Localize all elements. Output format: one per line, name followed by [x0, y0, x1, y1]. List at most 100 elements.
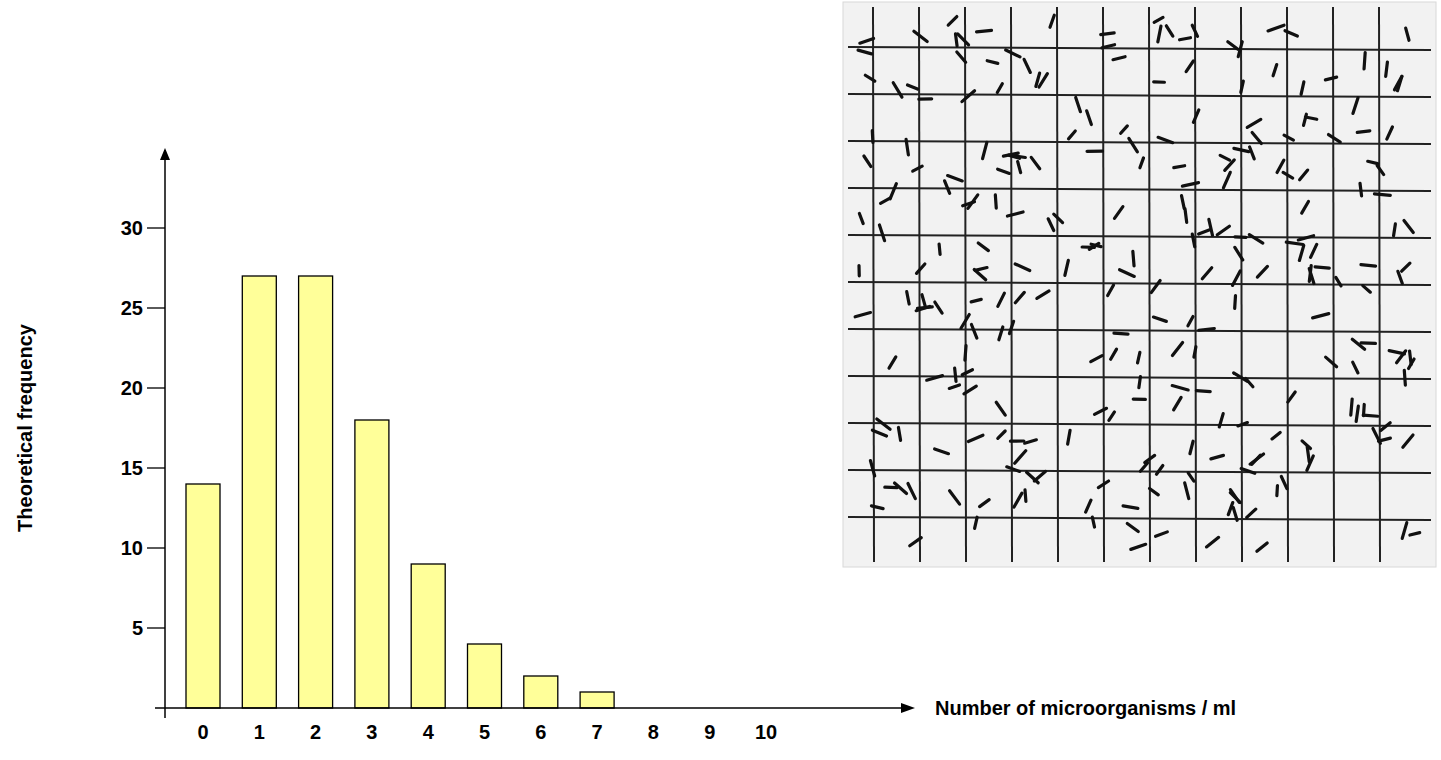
y-ticks: 51015202530	[121, 217, 165, 639]
image-rod	[907, 85, 917, 89]
axes	[155, 148, 915, 718]
image-rod	[1252, 132, 1261, 143]
image-rod	[1377, 166, 1384, 175]
image-rod	[1190, 441, 1193, 454]
image-rod	[907, 292, 909, 304]
x-tick-label: 0	[197, 721, 208, 743]
image-rod	[1015, 264, 1029, 270]
image-rod	[1257, 266, 1267, 277]
image-rod	[910, 538, 922, 546]
image-rod	[1113, 57, 1125, 60]
image-rod	[1154, 80, 1165, 84]
image-rod	[1108, 285, 1114, 295]
image-rod	[1092, 517, 1094, 527]
y-tick-label: 10	[121, 537, 143, 559]
image-rod	[914, 31, 927, 41]
image-rods	[855, 15, 1420, 551]
image-rod	[1403, 435, 1413, 447]
image-rod	[1387, 127, 1393, 139]
image-rod	[1129, 138, 1138, 152]
image-rod	[871, 506, 883, 509]
image-rod	[1286, 242, 1303, 244]
image-rod	[945, 181, 950, 194]
image-rod	[1230, 490, 1239, 503]
bars	[186, 276, 614, 708]
image-rod	[913, 166, 922, 171]
image-rod	[1233, 296, 1237, 309]
image-rod	[1114, 333, 1128, 334]
image-rod	[1114, 207, 1122, 219]
image-rod	[968, 435, 983, 441]
image-rod	[1185, 209, 1187, 222]
image-rod	[938, 244, 942, 254]
image-rod	[872, 430, 886, 436]
image-rod	[1298, 236, 1313, 240]
image-rod	[1352, 339, 1364, 349]
image-rod	[961, 315, 969, 329]
image-rod	[1394, 76, 1401, 90]
image-rod	[1238, 423, 1247, 426]
image-rod	[968, 195, 978, 208]
image-rod	[1098, 481, 1108, 488]
image-grid	[848, 7, 1431, 562]
image-rod	[1158, 26, 1161, 42]
image-grid-line	[848, 47, 1431, 50]
y-tick-label: 30	[121, 217, 143, 239]
image-rod	[1285, 31, 1297, 36]
image-rod	[1307, 447, 1309, 462]
bar	[299, 276, 333, 708]
image-rod	[1182, 183, 1198, 186]
image-rod	[994, 195, 998, 208]
y-tick	[147, 467, 165, 468]
image-rod	[1193, 110, 1198, 122]
image-rod	[1086, 500, 1091, 512]
y-tick	[147, 387, 165, 388]
x-axis-title: Number of microorganisms / ml	[935, 697, 1236, 719]
y-tick	[147, 307, 165, 308]
bar	[411, 564, 445, 708]
image-rod	[1133, 251, 1134, 265]
image-rod	[1069, 131, 1076, 139]
image-rod	[987, 61, 998, 64]
image-grid-line	[873, 7, 874, 562]
image-rod	[1091, 244, 1101, 246]
image-rod	[1233, 508, 1237, 521]
y-tick	[147, 547, 165, 548]
image-rod	[1273, 65, 1277, 76]
image-rod	[1235, 235, 1246, 239]
x-axis-line	[155, 707, 911, 709]
image-rod	[1220, 155, 1229, 160]
image-rod	[1172, 342, 1182, 355]
image-rod	[906, 139, 908, 154]
image-rod	[1228, 503, 1232, 515]
x-tick-label: 1	[254, 721, 265, 743]
image-rod	[1241, 81, 1243, 92]
image-rod	[1357, 131, 1370, 133]
image-rod	[1404, 220, 1413, 232]
image-rod	[1374, 194, 1390, 195]
image-rod	[955, 368, 956, 381]
image-rod	[1003, 153, 1018, 156]
image-rod	[1402, 523, 1407, 539]
bar	[355, 420, 389, 708]
image-rod	[1140, 463, 1147, 471]
image-rod	[1120, 270, 1135, 277]
image-background	[843, 2, 1436, 567]
y-axis-title: Theoretical frequency	[14, 323, 36, 532]
image-rod	[998, 169, 1010, 173]
x-tick-label: 6	[535, 721, 546, 743]
image-rod	[1360, 183, 1362, 196]
image-rod	[877, 419, 890, 429]
image-rod	[1386, 62, 1388, 76]
image-rod	[1299, 246, 1303, 261]
image-rod	[1025, 440, 1037, 443]
image-rod	[927, 376, 943, 381]
image-rod	[1007, 212, 1023, 216]
image-rod	[1232, 271, 1240, 286]
x-tick-label: 4	[423, 721, 435, 743]
y-axis-arrow	[160, 148, 170, 160]
image-rod	[1087, 150, 1102, 153]
image-rod	[881, 198, 891, 203]
image-rod	[949, 385, 959, 388]
y-tick-label: 5	[132, 617, 143, 639]
